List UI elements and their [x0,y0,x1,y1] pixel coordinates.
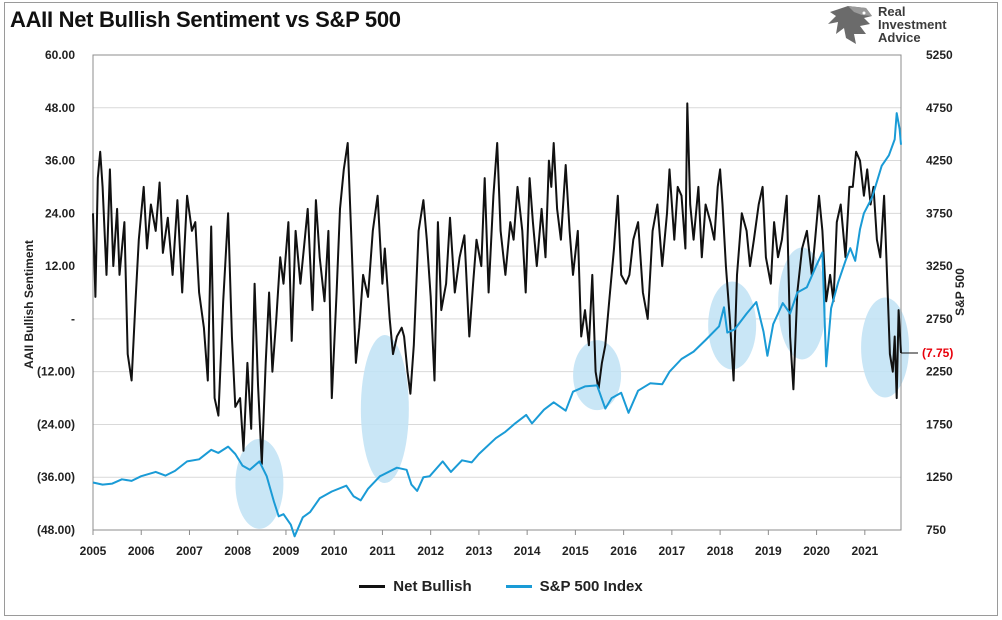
x-tick-label: 2011 [369,544,395,558]
x-tick-label: 2009 [273,544,300,558]
y-left-tick-label: 48.00 [45,101,75,115]
series-line-sp500 [92,112,902,538]
x-tick-label: 2006 [128,544,155,558]
y-left-tick-label: (24.00) [37,417,75,431]
y-left-tick-label: (36.00) [37,470,75,484]
x-tick-label: 2013 [466,544,493,558]
y-left-tick-label: (12.00) [37,365,75,379]
y-left-tick-label: 24.00 [45,206,75,220]
y-left-tick-label: 36.00 [45,154,75,168]
legend-label-sp500: S&P 500 Index [539,578,643,595]
x-tick-label: 2007 [176,544,203,558]
y-left-axis-title: AAII Bullish Sentiment [22,240,36,369]
x-tick-label: 2021 [851,544,878,558]
y-right-tick-label: 4750 [926,101,953,115]
x-tick-label: 2012 [417,544,444,558]
y-right-axis-title: S&P 500 [953,268,967,316]
y-right-tick-label: 3250 [926,259,953,273]
x-tick-label: 2020 [803,544,830,558]
highlight-ellipse-3 [708,281,757,370]
x-tick-label: 2010 [321,544,348,558]
legend-label-net-bullish: Net Bullish [393,578,472,595]
y-right-tick-label: 2750 [926,312,953,326]
y-right-tick-label: 3750 [926,206,953,220]
y-right-tick-label: 5250 [926,48,953,62]
legend: Net Bullish S&P 500 Index [0,578,1002,595]
highlight-ellipse-5 [861,297,910,398]
eagle-logo-icon [828,6,872,44]
y-left-tick-label: (48.00) [37,523,75,537]
x-tick-label: 2015 [562,544,589,558]
x-tick-label: 2005 [80,544,107,558]
y-right-tick-label: 4250 [926,154,953,168]
chart-frame [4,2,998,616]
logo-line-3: Advice [878,30,921,45]
x-tick-label: 2008 [224,544,251,558]
legend-swatch-net-bullish [359,585,386,588]
y-left-tick-label: 60.00 [45,48,75,62]
plot-area [92,54,902,531]
x-tick-label: 2014 [514,544,541,558]
logo-line-1: Real [878,4,906,19]
x-tick-label: 2018 [707,544,734,558]
highlight-ellipse-0 [235,438,284,529]
legend-item-sp500: S&P 500 Index [505,578,643,595]
y-left-tick-label: - [71,312,75,326]
y-left-tick-label: 12.00 [45,259,75,273]
logo: Real Investment Advice [826,4,966,48]
legend-swatch-sp500 [505,585,532,588]
callout-label: (7.75) [922,346,953,360]
y-right-tick-label: 1250 [926,470,953,484]
chart-title: AAII Net Bullish Sentiment vs S&P 500 [10,7,401,32]
x-tick-label: 2019 [755,544,782,558]
x-tick-label: 2016 [610,544,637,558]
logo-text: Real Investment Advice [878,5,947,44]
highlight-ellipse-1 [360,335,409,484]
y-right-tick-label: 750 [926,523,946,537]
series-line-net-bullish [92,102,902,465]
legend-item-net-bullish: Net Bullish [359,578,472,595]
y-right-tick-label: 2250 [926,365,953,379]
y-right-tick-label: 1750 [926,417,953,431]
logo-line-2: Investment [878,17,947,32]
highlight-ellipse-4 [778,247,827,360]
x-tick-label: 2017 [659,544,686,558]
